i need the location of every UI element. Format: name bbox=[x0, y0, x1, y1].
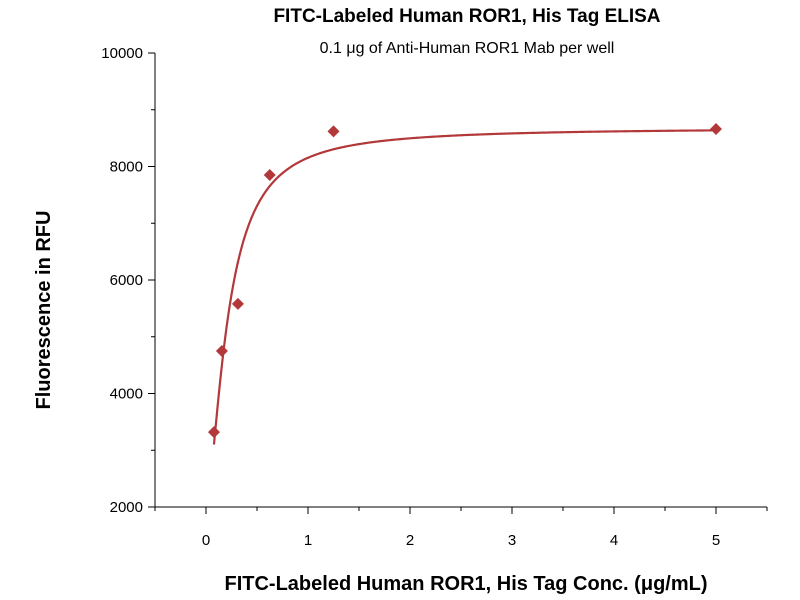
chart-subtitle: 0.1 μg of Anti-Human ROR1 Mab per well bbox=[320, 40, 615, 57]
x-tick-label: 4 bbox=[610, 532, 618, 549]
data-point bbox=[231, 297, 244, 310]
fit-curve-layer bbox=[212, 129, 717, 445]
y-tick-label: 6000 bbox=[110, 272, 143, 289]
data-point bbox=[207, 426, 220, 439]
y-axis-title: Fluorescence in RFU bbox=[33, 211, 55, 410]
x-tick-label: 5 bbox=[712, 532, 720, 549]
data-point bbox=[263, 169, 276, 182]
x-axis-title: FITC-Labeled Human ROR1, His Tag Conc. (… bbox=[225, 573, 708, 595]
x-tick-label: 1 bbox=[304, 532, 312, 549]
x-tick-label: 3 bbox=[508, 532, 516, 549]
ticks: 2000 4000 6000 8000 10000 0 1 2 3 4 5 bbox=[101, 45, 768, 549]
y-tick-label: 4000 bbox=[110, 386, 143, 403]
x-tick-label: 2 bbox=[406, 532, 414, 549]
y-tick-label: 2000 bbox=[110, 499, 143, 516]
chart-title: FITC-Labeled Human ROR1, His Tag ELISA bbox=[273, 6, 660, 27]
data-point bbox=[327, 125, 340, 138]
data-point bbox=[215, 344, 228, 357]
fit-curve bbox=[212, 129, 717, 445]
x-tick-label: 0 bbox=[202, 532, 210, 549]
axes bbox=[154, 53, 767, 508]
y-tick-label: 10000 bbox=[101, 45, 143, 62]
data-point bbox=[710, 123, 722, 136]
data-points bbox=[207, 123, 722, 439]
y-tick-label: 8000 bbox=[110, 159, 143, 176]
